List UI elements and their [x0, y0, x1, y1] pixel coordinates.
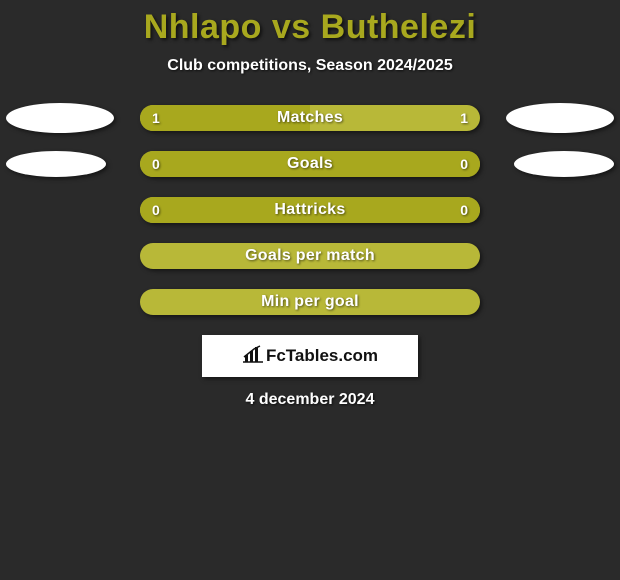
- player-right-ellipse: [514, 151, 614, 177]
- stat-label: Hattricks: [140, 201, 480, 219]
- stat-bar: 11Matches: [140, 105, 480, 131]
- stat-bar: Goals per match: [140, 243, 480, 269]
- brand-badge: FcTables.com: [202, 335, 418, 377]
- date-label: 4 december 2024: [0, 391, 620, 409]
- page-title: Nhlapo vs Buthelezi: [0, 8, 620, 47]
- stat-label: Min per goal: [140, 293, 480, 311]
- brand-label: FcTables.com: [242, 345, 378, 368]
- stat-row: Min per goal: [0, 289, 620, 315]
- stat-label: Matches: [140, 109, 480, 127]
- page-subtitle: Club competitions, Season 2024/2025: [0, 57, 620, 75]
- player-right-ellipse: [506, 103, 614, 133]
- stat-bar: Min per goal: [140, 289, 480, 315]
- stat-row: 11Matches: [0, 105, 620, 131]
- stat-label: Goals: [140, 155, 480, 173]
- stat-rows: 11Matches 00Goals 00Hattricks Goals per mat…: [0, 105, 620, 315]
- player-left-ellipse: [6, 103, 114, 133]
- player-left-ellipse: [6, 151, 106, 177]
- comparison-infographic: Nhlapo vs Buthelezi Club competitions, S…: [0, 0, 620, 580]
- stat-row: Goals per match: [0, 243, 620, 269]
- stat-label: Goals per match: [140, 247, 480, 265]
- stat-row: 00Hattricks: [0, 197, 620, 223]
- stat-bar: 00Hattricks: [140, 197, 480, 223]
- stat-row: 00Goals: [0, 151, 620, 177]
- stat-bar: 00Goals: [140, 151, 480, 177]
- brand-text: FcTables.com: [266, 346, 378, 366]
- chart-bars-icon: [242, 345, 264, 368]
